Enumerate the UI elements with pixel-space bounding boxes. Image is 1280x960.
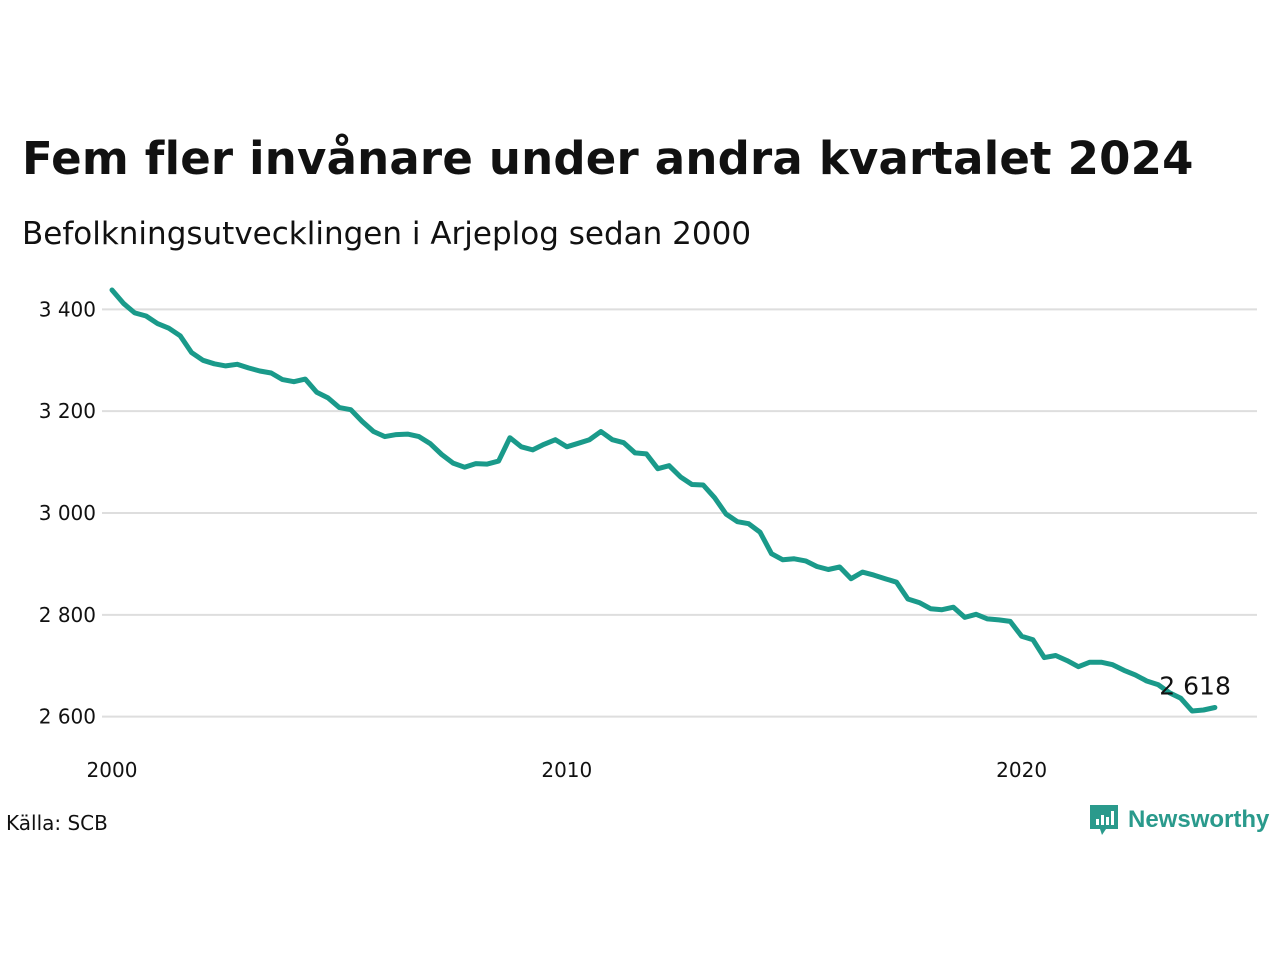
grid-lines [102, 308, 1257, 718]
y-tick-label: 2 800 [39, 603, 96, 627]
x-tick-label: 2020 [996, 758, 1047, 782]
x-tick-label: 2000 [87, 758, 138, 782]
x-axis-tick-labels: 2000 2010 2020 [87, 758, 1048, 782]
series-line [109, 287, 1218, 714]
y-tick-label: 3 000 [39, 501, 96, 525]
chart-title: Fem fler invånare under andra kvartalet … [22, 132, 1194, 185]
newsworthy-logo-icon [1090, 805, 1118, 835]
y-axis-tick-labels: 2 600 2 800 3 000 3 200 3 400 [39, 297, 96, 728]
x-tick-label: 2010 [541, 758, 592, 782]
y-tick-label: 3 200 [39, 399, 96, 423]
chart-subtitle: Befolkningsutvecklingen i Arjeplog sedan… [22, 216, 752, 252]
source-label: Källa: SCB [6, 811, 108, 835]
series-group [109, 287, 1218, 714]
end-value-label: 2 618 [1159, 671, 1231, 700]
brand-logo: Newsworthy [1088, 803, 1269, 837]
y-tick-label: 2 600 [39, 705, 96, 729]
y-tick-label: 3 400 [39, 297, 96, 321]
brand-name: Newsworthy [1128, 806, 1270, 833]
